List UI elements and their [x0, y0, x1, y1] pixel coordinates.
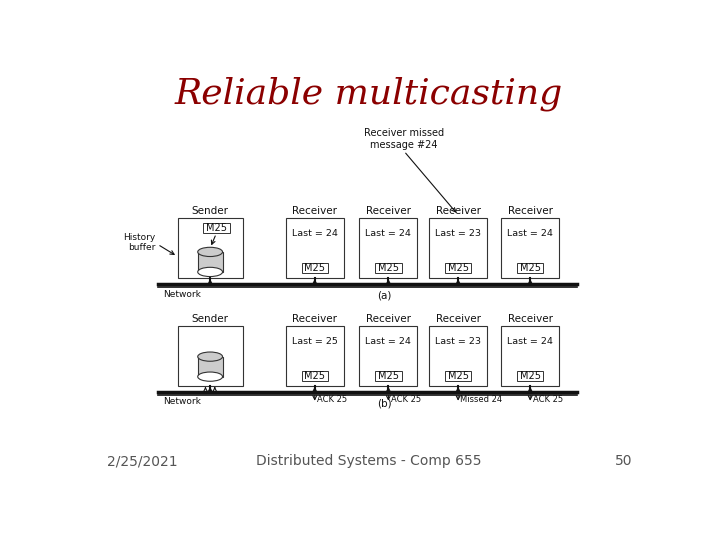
Text: M25: M25 — [448, 372, 469, 381]
Text: Sender: Sender — [192, 314, 229, 323]
FancyBboxPatch shape — [517, 264, 544, 273]
Text: M25: M25 — [305, 264, 325, 273]
Text: ACK 25: ACK 25 — [391, 395, 420, 404]
FancyBboxPatch shape — [445, 372, 472, 381]
Text: (b): (b) — [377, 398, 392, 408]
Text: Last = 23: Last = 23 — [435, 337, 481, 346]
Text: Last = 23: Last = 23 — [435, 229, 481, 238]
FancyBboxPatch shape — [286, 326, 344, 386]
FancyBboxPatch shape — [198, 252, 222, 272]
Text: History
buffer: History buffer — [124, 233, 156, 252]
FancyBboxPatch shape — [286, 218, 344, 278]
Text: M25: M25 — [448, 264, 469, 273]
Text: Last = 25: Last = 25 — [292, 337, 338, 346]
FancyBboxPatch shape — [203, 224, 230, 233]
FancyBboxPatch shape — [375, 264, 402, 273]
FancyBboxPatch shape — [501, 218, 559, 278]
Text: Receiver: Receiver — [508, 314, 553, 323]
FancyBboxPatch shape — [429, 218, 487, 278]
Text: Last = 24: Last = 24 — [508, 229, 553, 238]
Text: Receiver: Receiver — [292, 206, 337, 215]
Text: Reliable multicasting: Reliable multicasting — [175, 76, 563, 111]
Text: Receiver: Receiver — [436, 314, 481, 323]
FancyBboxPatch shape — [501, 326, 559, 386]
FancyBboxPatch shape — [198, 356, 222, 377]
FancyBboxPatch shape — [375, 372, 402, 381]
FancyBboxPatch shape — [445, 264, 472, 273]
Text: M25: M25 — [305, 372, 325, 381]
Text: Missed 24: Missed 24 — [461, 395, 503, 404]
Text: Network: Network — [163, 289, 202, 299]
Text: M25: M25 — [206, 224, 227, 233]
Text: M25: M25 — [378, 372, 399, 381]
Text: Last = 24: Last = 24 — [366, 337, 411, 346]
Text: Receiver: Receiver — [436, 206, 481, 215]
Text: ACK 25: ACK 25 — [533, 395, 562, 404]
Text: Last = 24: Last = 24 — [292, 229, 338, 238]
FancyBboxPatch shape — [429, 326, 487, 386]
Ellipse shape — [198, 267, 222, 276]
Text: ACK 25: ACK 25 — [317, 395, 347, 404]
Text: 50: 50 — [615, 454, 632, 468]
FancyBboxPatch shape — [302, 264, 328, 273]
Text: Receiver: Receiver — [292, 314, 337, 323]
FancyBboxPatch shape — [302, 372, 328, 381]
Text: Receiver: Receiver — [366, 206, 411, 215]
Text: Receiver missed
message #24: Receiver missed message #24 — [364, 128, 444, 150]
Text: (a): (a) — [377, 291, 392, 300]
Text: Last = 24: Last = 24 — [366, 229, 411, 238]
FancyBboxPatch shape — [359, 326, 418, 386]
Text: Receiver: Receiver — [508, 206, 553, 215]
Text: Distributed Systems - Comp 655: Distributed Systems - Comp 655 — [256, 454, 482, 468]
Text: Receiver: Receiver — [366, 314, 411, 323]
Ellipse shape — [198, 247, 222, 256]
Text: Last = 24: Last = 24 — [508, 337, 553, 346]
FancyBboxPatch shape — [359, 218, 418, 278]
Text: Sender: Sender — [192, 206, 229, 215]
Text: M25: M25 — [520, 264, 541, 273]
FancyBboxPatch shape — [517, 372, 544, 381]
Text: M25: M25 — [378, 264, 399, 273]
FancyBboxPatch shape — [178, 326, 243, 386]
FancyBboxPatch shape — [178, 218, 243, 278]
Ellipse shape — [198, 372, 222, 381]
Text: Network: Network — [163, 397, 202, 407]
Ellipse shape — [198, 352, 222, 361]
Text: 2/25/2021: 2/25/2021 — [107, 454, 178, 468]
Text: M25: M25 — [520, 372, 541, 381]
